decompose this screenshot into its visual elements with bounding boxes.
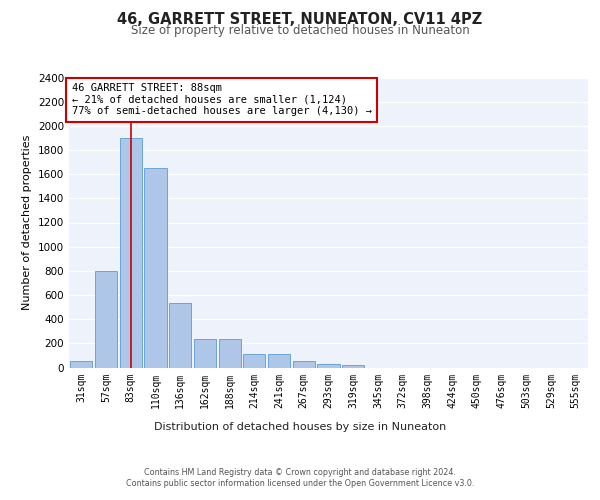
Bar	[317, 364, 340, 368]
Bar	[145, 168, 167, 368]
Bar	[169, 304, 191, 368]
Text: 46 GARRETT STREET: 88sqm
← 21% of detached houses are smaller (1,124)
77% of sem: 46 GARRETT STREET: 88sqm ← 21% of detach…	[71, 84, 371, 116]
Bar	[293, 361, 315, 368]
Bar	[194, 339, 216, 368]
Text: Contains HM Land Registry data © Crown copyright and database right 2024.
Contai: Contains HM Land Registry data © Crown c…	[126, 468, 474, 487]
Bar	[95, 271, 117, 368]
Bar	[243, 354, 265, 368]
Text: Distribution of detached houses by size in Nuneaton: Distribution of detached houses by size …	[154, 422, 446, 432]
Bar	[119, 138, 142, 368]
Bar	[342, 365, 364, 368]
Text: Size of property relative to detached houses in Nuneaton: Size of property relative to detached ho…	[131, 24, 469, 37]
Y-axis label: Number of detached properties: Number of detached properties	[22, 135, 32, 310]
Text: 46, GARRETT STREET, NUNEATON, CV11 4PZ: 46, GARRETT STREET, NUNEATON, CV11 4PZ	[118, 12, 482, 28]
Bar	[70, 362, 92, 368]
Bar	[218, 339, 241, 368]
Bar	[268, 354, 290, 368]
